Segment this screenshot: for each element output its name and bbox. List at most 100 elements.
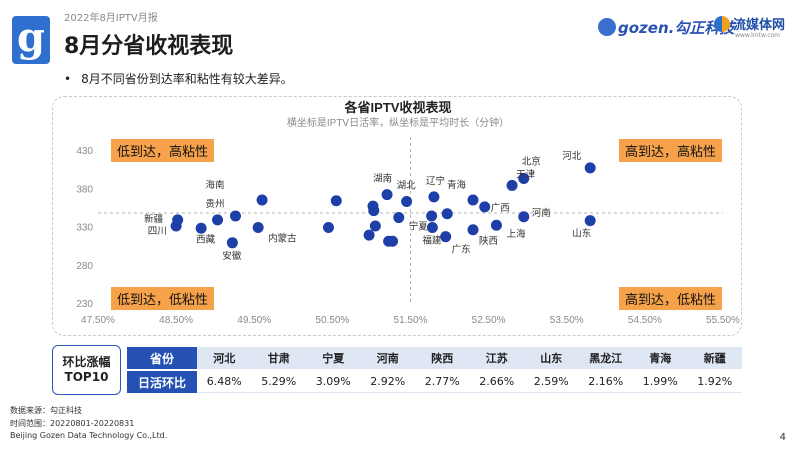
y-tick-label: 380 [76, 184, 93, 195]
chart-title: 各省IPTV收视表现 [344, 100, 452, 115]
table-cell-value: 2.66% [479, 375, 515, 388]
table-cell-province: 山东 [540, 352, 563, 365]
point-label: 北京 [522, 156, 541, 168]
table-cell-value: 1.99% [642, 375, 678, 388]
lmtw-brand-name: 流媒体网 [733, 18, 786, 33]
scatter-point [381, 189, 393, 201]
table-cell-province: 宁夏 [322, 352, 345, 365]
table-cell-province: 陕西 [431, 352, 454, 365]
gozen-brand: gozen.勾正科技 [598, 16, 734, 38]
scatter-point [252, 222, 264, 233]
point-label: 广西 [491, 202, 510, 214]
scatter-point [584, 215, 596, 227]
point-label: 山东 [572, 228, 591, 240]
scatter-point [393, 212, 405, 224]
point-label: 辽宁 [426, 175, 445, 187]
province-row: 河北 甘肃 宁夏 河南 陕西 江苏 山东 黑龙江 青海 新疆 [197, 347, 742, 369]
gozen-logo-icon: g [12, 16, 50, 64]
company-name: Beijing Gozen Data Technology Co.,Ltd. [10, 431, 168, 440]
x-tick-label: 55.50% [706, 315, 740, 326]
table-cell-province: 江苏 [485, 352, 508, 365]
point-label: 福建 [422, 235, 442, 247]
table-cell-province: 黑龙江 [589, 352, 623, 365]
scatter-point [467, 224, 479, 236]
point-label: 湖北 [397, 180, 417, 191]
x-tick-label: 52.50% [472, 315, 506, 326]
table-cell-value: 2.92% [370, 375, 406, 388]
lmtw-brand-url: www.lmtw.com [735, 32, 781, 39]
table-cell-value: 1.92% [697, 375, 733, 388]
point-label: 宁夏 [409, 221, 429, 233]
table-cell-value: 2.16% [588, 375, 624, 388]
scatter-point [584, 162, 596, 174]
report-label: 2022年8月IPTV月报 [64, 13, 158, 24]
scatter-point [368, 205, 380, 217]
x-tick-label: 48.50% [159, 315, 193, 326]
scatter-point [426, 210, 438, 222]
summary-bullet: 8月不同省份到达率和粘性有较大差异。 [64, 70, 293, 87]
gozen-brand-text: gozen.勾正科技 [618, 18, 735, 37]
table-cell-value: 2.77% [424, 375, 460, 388]
x-tick-label: 49.50% [237, 315, 271, 326]
y-tick-label: 430 [76, 146, 93, 157]
scatter-point [369, 220, 381, 232]
point-label: 陕西 [479, 235, 498, 247]
x-tick-label: 54.50% [628, 315, 662, 326]
x-tick-label: 51.50% [394, 315, 428, 326]
point-label: 上海 [506, 228, 526, 240]
scatter-point [195, 222, 207, 234]
point-label: 安徽 [222, 250, 242, 262]
table-cell-province: 河北 [213, 352, 236, 365]
point-label: 四川 [148, 226, 167, 237]
value-row: 6.48% 5.29% 3.09% 2.92% 2.77% 2.66% 2.59… [197, 371, 742, 393]
scatter-point [506, 179, 518, 191]
scatter-point [428, 191, 440, 203]
scatter-point [330, 195, 342, 207]
page-number: 4 [779, 432, 786, 443]
scatter-point [441, 208, 453, 220]
scatter-chart: 各省IPTV收视表现 横坐标是IPTV日活率，纵坐标是平均时长（分钟） 47.5… [76, 100, 740, 326]
quadrant-label-top-right: 高到达，高粘性 [619, 139, 723, 162]
quadrant-label-bottom-left: 低到达，低粘性 [111, 287, 215, 310]
scatter-point [212, 214, 224, 226]
scatter-point [363, 229, 375, 241]
table-label-line1: 环比涨幅 [62, 355, 111, 369]
table-cell-value: 5.29% [261, 375, 297, 388]
point-label: 广东 [452, 244, 471, 256]
x-tick-label: 50.50% [315, 315, 349, 326]
x-tick-label: 53.50% [550, 315, 584, 326]
y-tick-label: 330 [76, 223, 93, 234]
point-label: 西藏 [196, 233, 216, 245]
scatter-point [256, 194, 268, 206]
table-cell-value: 3.09% [315, 375, 351, 388]
table-label-line2: TOP10 [64, 370, 109, 384]
axes-layer: 47.50% 48.50% 49.50% 50.50% 51.50% 52.50% 53.5… [76, 137, 740, 326]
gozen-mark-icon [598, 18, 616, 36]
table-label: 环比涨幅 TOP10 [52, 345, 121, 395]
point-label: 贵州 [206, 198, 225, 210]
chart-frame: 各省IPTV收视表现 横坐标是IPTV日活率，纵坐标是平均时长（分钟） 47.5… [52, 96, 742, 336]
scatter-point [440, 231, 452, 243]
point-label: 新疆 [144, 213, 164, 225]
scatter-point [518, 173, 530, 185]
table-cell-value: 6.48% [206, 375, 242, 388]
x-tick-label: 47.50% [81, 315, 115, 326]
value-row-header: 日活环比 [127, 371, 197, 393]
growth-top10-table: 环比涨幅 TOP10 省份 河北 甘肃 宁夏 河南 陕西 江苏 山东 黑龙江 青… [52, 345, 742, 395]
scatter-point [401, 195, 413, 207]
scatter-point [387, 235, 399, 247]
quadrant-label-top-left: 低到达，高粘性 [111, 139, 215, 162]
scatter-point [172, 214, 184, 226]
point-label: 河南 [532, 207, 551, 219]
table-cell-value: 2.59% [533, 375, 569, 388]
scatter-point [467, 194, 479, 206]
point-label: 天津 [516, 169, 536, 180]
scatter-point [479, 201, 491, 213]
time-range: 时间范围：20220801-20220831 [10, 419, 135, 428]
lmtw-logo-icon [714, 16, 730, 32]
table-cell-province: 甘肃 [267, 352, 290, 365]
scatter-point [230, 210, 241, 222]
table-cell-province: 新疆 [703, 352, 726, 365]
data-source: 数据来源：勾正科技 [10, 406, 82, 415]
